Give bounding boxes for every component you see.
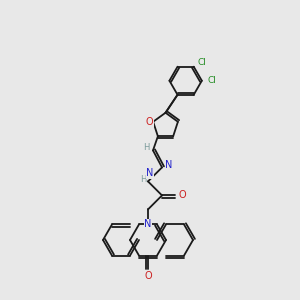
Text: H: H <box>143 143 149 152</box>
Text: N: N <box>146 168 154 178</box>
Text: O: O <box>178 190 186 200</box>
Text: N: N <box>165 160 173 170</box>
Text: N: N <box>144 219 152 230</box>
Text: O: O <box>144 271 152 281</box>
Text: H: H <box>140 175 146 184</box>
Text: Cl: Cl <box>207 76 216 85</box>
Text: O: O <box>145 117 153 127</box>
Text: Cl: Cl <box>197 58 206 67</box>
